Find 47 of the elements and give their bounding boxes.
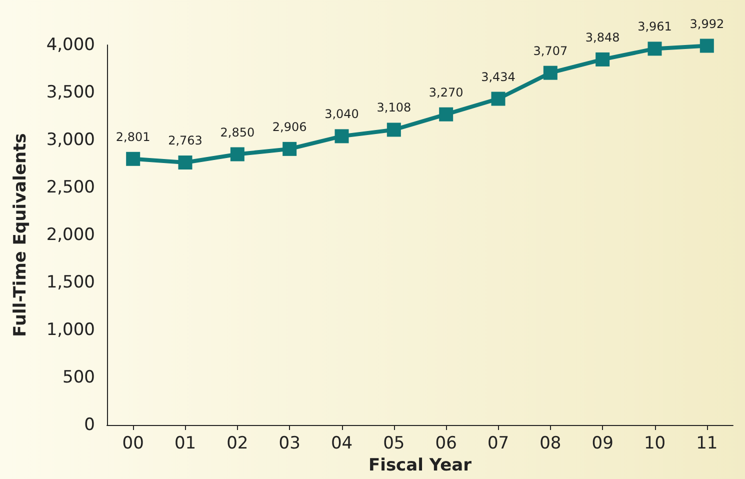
y-tick-label: 2,000 <box>46 225 95 245</box>
point <box>700 38 714 53</box>
y-tick-label: 500 <box>62 368 95 388</box>
point <box>282 142 297 156</box>
data-label: 3,707 <box>533 44 568 58</box>
data-label: 3,270 <box>428 85 464 100</box>
point <box>178 156 192 170</box>
x-tick-label: 08 <box>540 434 562 454</box>
y-tick-label: 1,500 <box>46 272 95 292</box>
y-tick-label: 1,000 <box>46 320 95 340</box>
x-tick-label: 09 <box>592 434 614 454</box>
data-label: 2,850 <box>220 125 255 140</box>
x-tick-label: 03 <box>278 434 300 454</box>
data-label: 3,961 <box>638 20 672 34</box>
x-tick-label: 00 <box>122 434 144 454</box>
x-tick-label: 04 <box>330 434 353 454</box>
x-tick-label: 02 <box>226 434 248 454</box>
y-tick-label: 3,000 <box>46 130 95 150</box>
x-tick-label: 01 <box>174 434 196 454</box>
x-tick-label: 05 <box>383 434 405 454</box>
data-label: 3,848 <box>585 30 620 44</box>
data-label: 2,906 <box>272 120 307 134</box>
point <box>596 52 610 66</box>
point <box>126 152 140 166</box>
x-tick-label: 06 <box>435 434 457 454</box>
x-axis-title: Fiscal Year <box>368 455 472 476</box>
point <box>543 66 558 80</box>
y-tick-label: 2,500 <box>46 178 95 198</box>
y-axis-title: Full-Time Equivalents <box>10 133 30 337</box>
data-label: 3,040 <box>324 107 359 122</box>
y-tick-label: 4,000 <box>46 35 95 55</box>
point <box>386 122 401 137</box>
x-tick-label: 10 <box>644 434 666 454</box>
x-tick-label: 11 <box>696 434 718 454</box>
point <box>491 92 506 106</box>
y-tick-label: 3,500 <box>46 82 95 102</box>
point <box>439 107 454 122</box>
point <box>334 129 349 144</box>
data-label: 2,763 <box>168 134 202 148</box>
x-tick-label: 07 <box>487 434 510 454</box>
point <box>648 42 662 56</box>
data-label: 3,108 <box>376 100 412 115</box>
point <box>230 147 244 162</box>
data-label: 2,801 <box>116 130 150 144</box>
data-label: 3,434 <box>481 70 516 84</box>
y-tick-label: 0 <box>84 415 95 435</box>
data-label: 3,992 <box>690 16 724 31</box>
